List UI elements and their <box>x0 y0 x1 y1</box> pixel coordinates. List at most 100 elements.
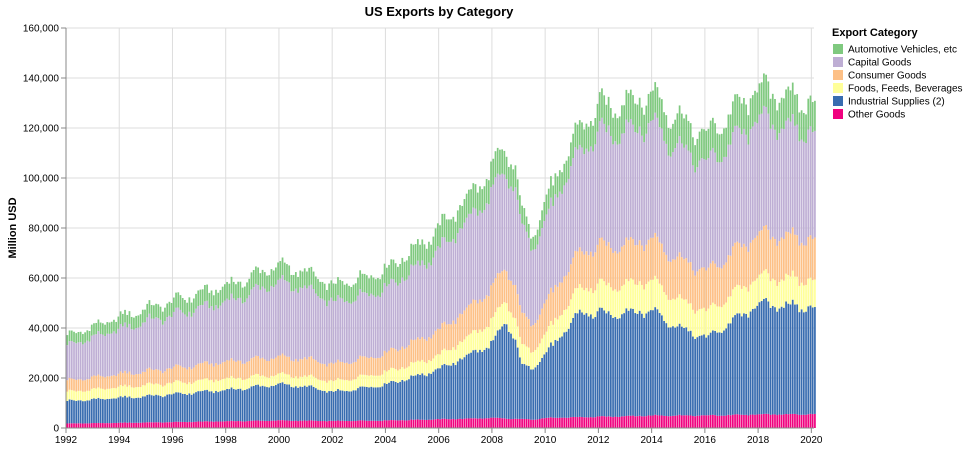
bar-segment <box>456 419 459 428</box>
bar-segment <box>483 209 486 299</box>
bar-segment <box>317 296 319 363</box>
bar-segment <box>740 288 743 317</box>
bar-segment <box>685 258 688 300</box>
bar-segment <box>210 290 213 307</box>
bar-segment <box>133 374 135 388</box>
bar-segment <box>452 418 455 428</box>
bar-segment <box>297 292 299 362</box>
bar-segment <box>756 278 759 306</box>
bar-segment <box>523 364 526 419</box>
bar-segment <box>170 394 173 423</box>
bar-segment <box>70 330 73 341</box>
bar-segment <box>239 421 242 428</box>
bar-segment <box>780 97 783 129</box>
bar-segment <box>499 329 501 418</box>
bar-segment <box>288 356 291 375</box>
bar-segment <box>361 273 364 293</box>
bar-segment <box>357 358 359 377</box>
bar-segment <box>459 313 461 342</box>
bar-segment <box>448 365 450 420</box>
bar-segment <box>643 142 645 252</box>
bar-segment <box>425 340 428 364</box>
bar-segment <box>645 284 648 314</box>
bar-segment <box>394 282 397 350</box>
bar-segment <box>570 417 572 428</box>
bar-segment <box>330 297 333 363</box>
bar-segment <box>170 422 173 428</box>
bar-segment <box>448 241 450 325</box>
bar-segment <box>747 251 750 292</box>
bar-segment <box>270 269 273 286</box>
bar-segment <box>261 357 264 376</box>
bar-segment <box>547 417 550 428</box>
bar-segment <box>259 386 262 421</box>
bar-segment <box>312 271 315 290</box>
bar-segment <box>583 417 586 428</box>
bar-segment <box>490 340 492 418</box>
bar-segment <box>124 395 126 423</box>
bar-segment <box>166 422 169 428</box>
bar-segment <box>330 390 333 421</box>
bar-segment <box>201 289 204 305</box>
bar-segment <box>268 360 271 378</box>
bar-segment <box>474 418 477 428</box>
bar-segment <box>692 309 694 337</box>
bar-segment <box>647 415 650 428</box>
bar-segment <box>789 413 792 428</box>
bar-segment <box>618 416 621 428</box>
bar-segment <box>308 385 311 421</box>
x-tick-label: 2008 <box>481 435 504 446</box>
bar-segment <box>259 273 262 290</box>
bar-segment <box>503 302 506 325</box>
bar-segment <box>197 391 200 422</box>
bar-segment <box>410 243 413 265</box>
bar-segment <box>439 419 441 428</box>
bar-segment <box>343 363 346 381</box>
bar-segment <box>689 330 692 416</box>
bar-segment <box>470 418 472 428</box>
bar-segment <box>199 305 202 364</box>
bar-segment <box>175 307 177 365</box>
bar-segment <box>197 305 200 364</box>
bar-segment <box>374 279 377 297</box>
bar-segment <box>629 118 632 238</box>
bar-segment <box>168 422 171 428</box>
bar-segment <box>740 103 743 135</box>
bar-segment <box>319 380 322 391</box>
bar-segment <box>166 394 169 423</box>
bar-segment <box>416 239 419 261</box>
bar-segment <box>616 144 619 254</box>
bar-segment <box>343 391 346 421</box>
bar-segment <box>796 304 799 415</box>
bar-segment <box>461 205 464 229</box>
bar-segment <box>654 232 657 276</box>
bar-segment <box>774 239 776 281</box>
bar-segment <box>115 333 118 376</box>
bar-segment <box>97 397 100 423</box>
bar-segment <box>405 380 408 421</box>
bar-segment <box>669 416 672 428</box>
bar-segment <box>352 390 355 422</box>
bar-segment <box>119 371 122 385</box>
bar-segment <box>297 361 299 379</box>
bar-segment <box>811 414 814 428</box>
bar-segment <box>177 421 180 428</box>
bar-segment <box>184 421 186 428</box>
bar-segment <box>339 279 342 298</box>
bar-segment <box>590 121 592 147</box>
bar-segment <box>663 292 665 321</box>
bar-segment <box>814 413 816 428</box>
bar-segment <box>481 351 484 419</box>
bar-segment <box>501 271 503 305</box>
bar-segment <box>368 358 370 376</box>
bar-segment <box>729 144 732 256</box>
bar-segment <box>430 244 433 266</box>
bar-segment <box>272 358 275 377</box>
bar-segment <box>168 368 171 383</box>
bar-segment <box>796 124 799 236</box>
bar-segment <box>184 367 186 383</box>
bar-segment <box>700 308 703 336</box>
bar-segment <box>463 199 466 223</box>
bar-segment <box>574 288 577 314</box>
bar-segment <box>468 418 470 428</box>
